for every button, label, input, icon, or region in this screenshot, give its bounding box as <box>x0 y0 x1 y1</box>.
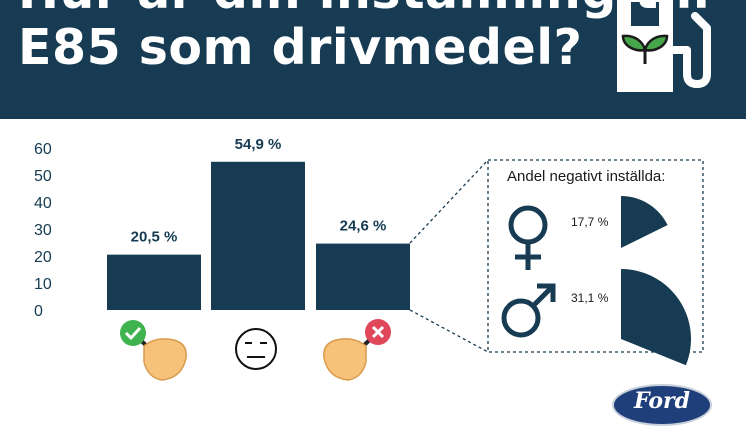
callout-title: Andel negativt inställda: <box>507 168 666 185</box>
fuel-pump-leaf-icon <box>617 0 711 92</box>
y-tick-label: 60 <box>34 141 52 158</box>
data-label: 24,6 % <box>340 218 387 235</box>
male-share-slice <box>621 269 691 366</box>
bar-chart: 0 10 20 30 40 50 60 20,5 % 54,9 % 24,6 % <box>34 136 704 381</box>
female-share-slice <box>621 196 668 248</box>
ford-logo: Ford <box>612 384 712 426</box>
y-tick-label: 50 <box>34 168 52 185</box>
bar-neutral <box>211 161 305 310</box>
header-banner: Hur är din inställning till E85 som driv… <box>0 0 746 119</box>
x-axis-icons <box>120 319 391 381</box>
thumb-check-icon <box>120 320 187 381</box>
thumb-cross-icon <box>323 319 391 381</box>
female-percentage: 17,7 % <box>571 215 609 229</box>
y-tick-label: 30 <box>34 222 52 239</box>
title-line-1: Hur är din inställning till <box>18 0 710 20</box>
bar-negative <box>316 243 410 310</box>
neutral-face-icon <box>235 328 277 370</box>
page-title: Hur är din inställning till E85 som driv… <box>18 0 710 76</box>
title-line-2: E85 som drivmedel? <box>18 19 583 76</box>
female-symbol-icon <box>508 205 548 270</box>
male-percentage: 31,1 % <box>571 291 609 305</box>
y-tick-label: 0 <box>34 303 43 320</box>
y-tick-label: 20 <box>34 249 52 266</box>
y-tick-label: 40 <box>34 195 52 212</box>
bar-positive <box>107 254 201 310</box>
male-symbol-icon <box>501 283 556 338</box>
y-tick-label: 10 <box>34 276 52 293</box>
data-label: 54,9 % <box>235 136 282 153</box>
data-label: 20,5 % <box>131 229 178 246</box>
callout-box <box>409 159 704 353</box>
